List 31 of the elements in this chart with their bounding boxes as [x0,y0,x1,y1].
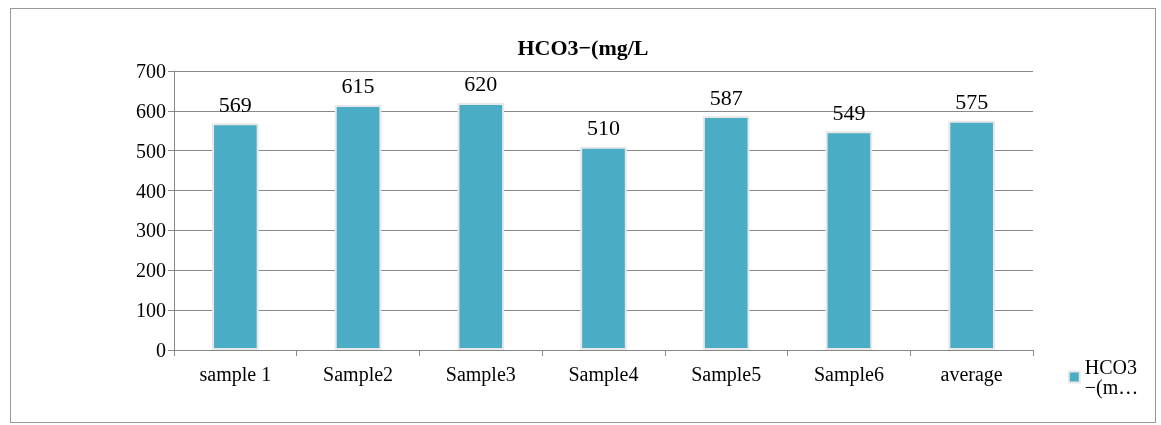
x-tick-label: Sample3 [445,363,516,386]
bar [825,131,873,350]
y-tick-label: 500 [136,139,166,162]
x-tick-label: Sample4 [568,363,639,386]
data-label: 575 [955,89,989,115]
bar [948,120,995,350]
y-tick-label: 0 [156,339,166,361]
bar [580,146,627,350]
bar [457,102,505,350]
x-tick-label: average [940,363,1003,386]
bar [334,104,382,350]
y-tick-label: 300 [136,219,166,242]
y-tick-label: 100 [136,299,166,322]
y-tick-label: 600 [136,99,166,122]
data-label: 569 [218,91,252,117]
data-label: 510 [587,115,620,141]
chart-title: HCO3−(mg/L [517,34,649,60]
data-label: 615 [341,73,375,99]
y-tick-label: 200 [136,259,166,282]
bar [212,123,259,350]
data-label: 587 [709,84,743,110]
x-tick-label: Sample5 [691,363,762,386]
legend-label: HCO3 −(m… [1084,356,1143,399]
y-tick-label: 400 [136,179,166,202]
bar [702,116,750,350]
data-label: 549 [832,99,866,125]
x-tick-label: sample 1 [199,363,272,386]
x-tick-label: Sample2 [323,363,394,386]
data-label: 620 [464,71,498,97]
y-tick-label: 700 [136,60,166,82]
x-tick-label: Sample6 [813,363,884,386]
